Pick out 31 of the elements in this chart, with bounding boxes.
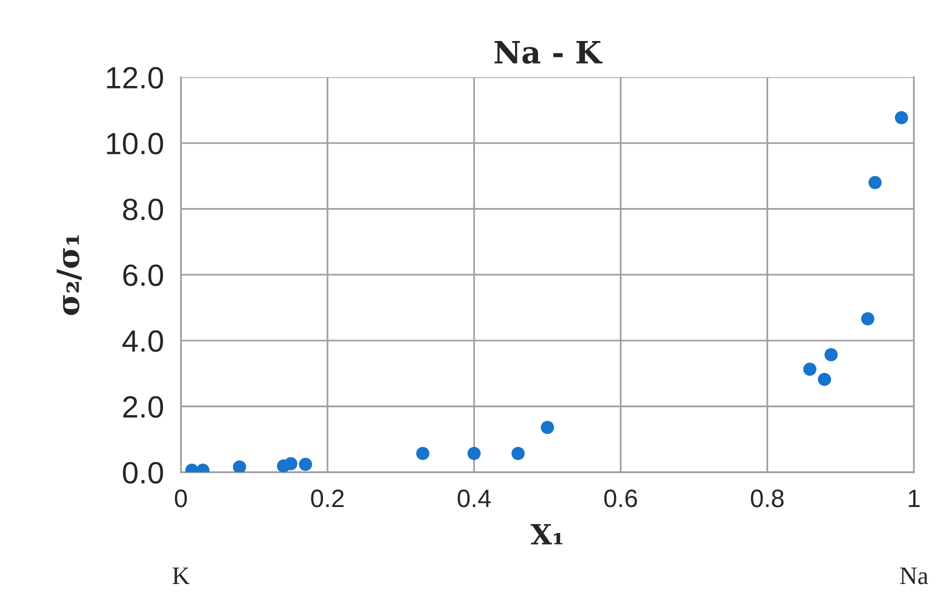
point [818, 372, 832, 386]
point [894, 111, 908, 124]
x-tick-label: 0.2 [311, 490, 344, 508]
y-tick-label: 6.0 [123, 264, 164, 286]
point [232, 460, 246, 472]
point [511, 446, 525, 460]
x-tick-label: 0.6 [604, 490, 637, 508]
x-axis-title: X₁ [530, 524, 562, 544]
point [824, 348, 838, 362]
y-tick-label: 10.0 [107, 132, 164, 154]
y-axis-title: σ₂/σ₁ [56, 235, 82, 315]
point [861, 312, 874, 326]
chart-title: Na - K [494, 41, 602, 64]
text: K [172, 568, 190, 584]
point [284, 457, 298, 470]
point [868, 176, 882, 190]
x-tick-label: 0 [174, 490, 187, 508]
x-tick-label: 1 [908, 490, 920, 508]
x-tick-label: 0.8 [750, 490, 784, 508]
y-tick-label: 0.0 [122, 462, 164, 484]
x-tick-label: 0.4 [458, 490, 491, 508]
y-tick-label: 2.0 [123, 396, 164, 418]
point [803, 362, 816, 376]
y-tick-label: 4.0 [122, 330, 164, 352]
y-tick-label: 8.0 [123, 198, 164, 220]
point [540, 420, 554, 434]
text: Na [900, 568, 928, 584]
point [468, 446, 481, 460]
point [298, 458, 312, 471]
y-tick-label: 12.0 [107, 66, 164, 89]
point [416, 446, 430, 460]
